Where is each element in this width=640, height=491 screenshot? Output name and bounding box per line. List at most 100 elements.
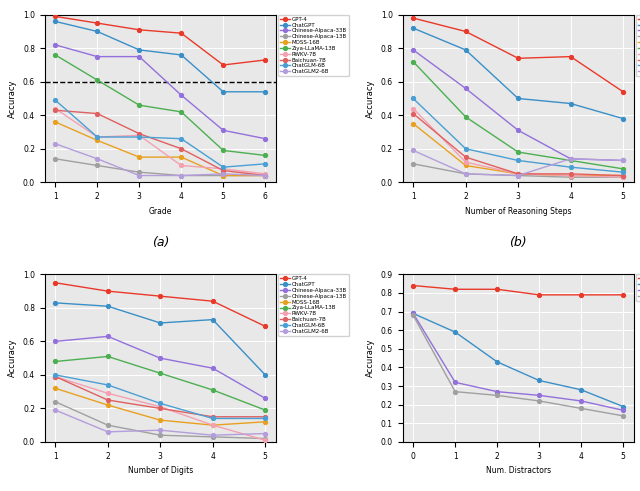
ChatGLM2-6B (577, 406, 585, 411)
ChatGPT (410, 25, 417, 31)
ChatGLM2-6B (493, 392, 501, 398)
Line: ChatGPT: ChatGPT (53, 301, 267, 377)
ChatGPT (93, 28, 101, 34)
Chinese-Alpaca-13B (220, 173, 227, 179)
ChatGLM-6B (410, 96, 417, 102)
Chinese-Alpaca-13B (104, 422, 111, 428)
MOSS-16B (515, 171, 522, 177)
GPT-4 (220, 62, 227, 68)
Chinese-Alpaca-13B (567, 174, 575, 180)
Baichuan-7B (567, 171, 575, 177)
ChatGLM-6B (515, 158, 522, 164)
Ziya-LLaMA-13B (136, 102, 143, 108)
Chinese-Alpaca-13B (93, 163, 101, 168)
Line: GPT-4: GPT-4 (53, 281, 267, 328)
Line: Chinese-Alpaca-13B: Chinese-Alpaca-13B (53, 157, 267, 177)
ChatGLM2-6B (51, 407, 59, 413)
ChatGLM2-6B (220, 171, 227, 177)
GPT3.5 (577, 387, 585, 393)
GPT-4 (51, 13, 59, 19)
Legend: GPT4, GPT3.5, Ziya-LLaMA-13B, ChatGLM2-6B: GPT4, GPT3.5, Ziya-LLaMA-13B, ChatGLM2-6… (636, 274, 640, 301)
ChatGLM-6B (261, 161, 269, 167)
Chinese-Alpaca-13B (51, 156, 59, 162)
Chinese-Alpaca-33B (51, 338, 59, 344)
ChatGLM-6B (136, 134, 143, 140)
Line: Ziya-LLaMA-13B: Ziya-LLaMA-13B (53, 53, 267, 158)
Text: (b): (b) (509, 236, 527, 249)
ChatGPT (620, 116, 627, 122)
Line: ChatGLM-6B: ChatGLM-6B (53, 98, 267, 169)
Ziya-LLaMA-13B (535, 392, 543, 398)
GPT4 (410, 283, 417, 289)
MOSS-16B (209, 422, 216, 428)
ChatGPT (220, 89, 227, 95)
Y-axis label: Accuracy: Accuracy (366, 79, 375, 118)
Line: MOSS-16B: MOSS-16B (412, 122, 625, 177)
Ziya-LLaMA-13B (51, 52, 59, 58)
Line: Chinese-Alpaca-33B: Chinese-Alpaca-33B (53, 334, 267, 400)
Line: ChatGPT: ChatGPT (412, 26, 625, 120)
GPT-4 (209, 298, 216, 304)
ChatGLM-6B (261, 415, 269, 421)
Chinese-Alpaca-13B (462, 171, 470, 177)
Chinese-Alpaca-13B (620, 174, 627, 180)
Line: RWKV-7B: RWKV-7B (53, 375, 267, 442)
Line: Chinese-Alpaca-33B: Chinese-Alpaca-33B (412, 48, 625, 163)
Line: ChatGLM2-6B: ChatGLM2-6B (53, 142, 267, 177)
Chinese-Alpaca-33B (567, 156, 575, 162)
MOSS-16B (462, 163, 470, 168)
Line: Chinese-Alpaca-33B: Chinese-Alpaca-33B (53, 43, 267, 140)
Chinese-Alpaca-13B (156, 432, 164, 438)
Line: Ziya-LLaMA-13B: Ziya-LLaMA-13B (412, 311, 625, 412)
Chinese-Alpaca-13B (136, 169, 143, 175)
Baichuan-7B (220, 167, 227, 173)
X-axis label: Num. Distractors: Num. Distractors (486, 466, 550, 475)
Chinese-Alpaca-33B (515, 127, 522, 133)
Ziya-LLaMA-13B (93, 77, 101, 83)
RWKV-7B (220, 166, 227, 172)
Chinese-Alpaca-13B (515, 173, 522, 179)
Line: Chinese-Alpaca-13B: Chinese-Alpaca-13B (412, 162, 625, 179)
RWKV-7B (136, 133, 143, 138)
Baichuan-7B (93, 110, 101, 116)
GPT-4 (462, 28, 470, 34)
RWKV-7B (462, 159, 470, 165)
Chinese-Alpaca-13B (51, 399, 59, 405)
GPT3.5 (451, 329, 459, 335)
Chinese-Alpaca-33B (261, 136, 269, 141)
GPT4 (620, 292, 627, 298)
Ziya-LLaMA-13B (567, 158, 575, 164)
GPT4 (493, 286, 501, 292)
Chinese-Alpaca-33B (136, 54, 143, 59)
ChatGPT (136, 47, 143, 53)
RWKV-7B (515, 171, 522, 177)
Line: ChatGLM2-6B: ChatGLM2-6B (412, 148, 625, 177)
ChatGPT (261, 89, 269, 95)
ChatGPT (567, 101, 575, 107)
ChatGLM2-6B (209, 432, 216, 438)
GPT-4 (93, 20, 101, 26)
ChatGLM-6B (209, 415, 216, 421)
MOSS-16B (136, 154, 143, 160)
Y-axis label: Accuracy: Accuracy (366, 339, 375, 378)
ChatGLM2-6B (620, 158, 627, 164)
ChatGPT (261, 372, 269, 378)
Line: ChatGPT: ChatGPT (53, 20, 267, 94)
GPT-4 (515, 55, 522, 61)
Chinese-Alpaca-13B (410, 161, 417, 167)
Chinese-Alpaca-33B (220, 127, 227, 133)
ChatGLM2-6B (535, 398, 543, 404)
X-axis label: Grade: Grade (148, 207, 172, 216)
MOSS-16B (620, 173, 627, 179)
Y-axis label: Accuracy: Accuracy (8, 339, 17, 378)
ChatGLM2-6B (93, 156, 101, 162)
GPT-4 (104, 288, 111, 294)
Ziya-LLaMA-13B (177, 109, 185, 115)
MOSS-16B (177, 154, 185, 160)
Ziya-LLaMA-13B (515, 149, 522, 155)
ChatGLM-6B (567, 164, 575, 170)
GPT-4 (410, 15, 417, 21)
RWKV-7B (51, 374, 59, 380)
ChatGLM2-6B (410, 147, 417, 153)
Line: RWKV-7B: RWKV-7B (412, 107, 625, 179)
